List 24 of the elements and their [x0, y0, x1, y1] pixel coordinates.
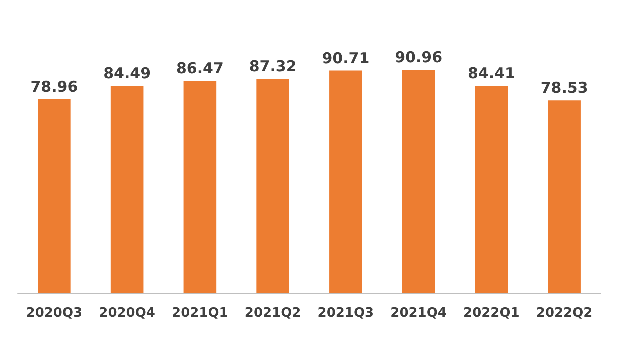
data-label: 78.96 [30, 78, 78, 96]
bar [475, 86, 508, 293]
bar [256, 79, 290, 293]
x-tick-label: 2021Q3 [318, 306, 374, 321]
data-label: 90.96 [395, 48, 443, 67]
data-label: 78.53 [540, 79, 588, 98]
bar [548, 100, 581, 293]
x-tick-label: 2021Q1 [172, 306, 228, 321]
x-tick-label: 2020Q4 [99, 306, 156, 321]
data-label: 87.32 [249, 58, 297, 76]
x-tick-label: 2021Q4 [390, 306, 447, 321]
data-label: 90.71 [322, 49, 370, 68]
x-tick-label: 2022Q1 [464, 306, 520, 321]
bar [110, 86, 144, 293]
bar [330, 70, 362, 293]
data-label: 84.41 [468, 64, 516, 83]
x-tick-label: 2020Q3 [26, 306, 83, 321]
data-label: 84.49 [104, 64, 152, 82]
bar [184, 81, 217, 293]
bar [38, 100, 71, 293]
x-tick-label: 2022Q2 [536, 306, 593, 321]
x-tick-label: 2021Q2 [244, 306, 302, 321]
bar [402, 70, 436, 293]
data-label: 86.47 [176, 60, 224, 78]
